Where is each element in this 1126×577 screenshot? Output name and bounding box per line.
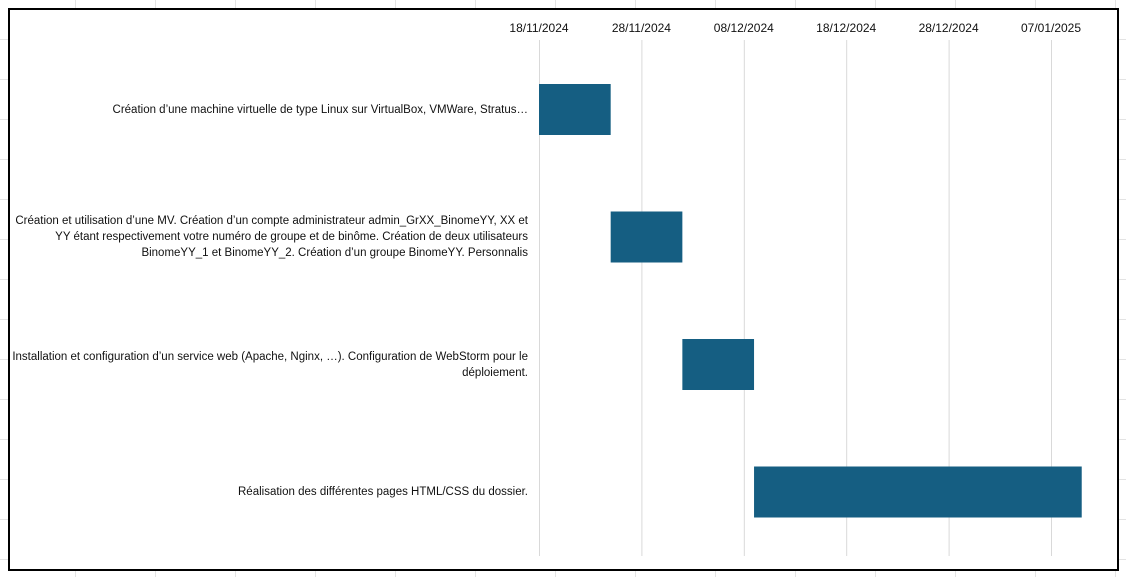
x-tick-label: 18/11/2024: [509, 21, 568, 35]
task-label: Installation et configuration d’un servi…: [12, 350, 528, 379]
task-bar[interactable]: [682, 339, 755, 390]
x-tick-label: 18/12/2024: [816, 21, 876, 35]
task-bar[interactable]: [610, 211, 683, 263]
task-label: Création d’une machine virtuelle de type…: [112, 103, 528, 116]
x-tick-label: 28/11/2024: [612, 21, 671, 35]
task-label: Création et utilisation d’une MV. Créati…: [15, 215, 528, 259]
x-tick-label: 07/01/2025: [1021, 21, 1081, 35]
x-tick-label: 28/12/2024: [919, 21, 979, 35]
task-bar[interactable]: [539, 84, 611, 135]
task-bar[interactable]: [754, 466, 1082, 518]
task-label: Réalisation des différentes pages HTML/C…: [238, 486, 528, 498]
x-tick-label: 08/12/2024: [714, 21, 774, 35]
